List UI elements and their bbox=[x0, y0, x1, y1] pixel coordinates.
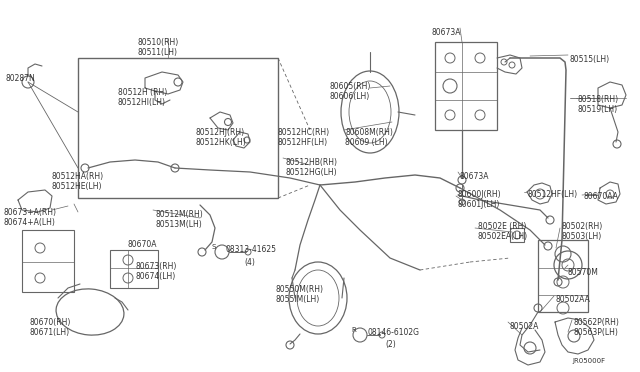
Text: 80518(RH): 80518(RH) bbox=[578, 95, 619, 104]
Text: 80512H (RH): 80512H (RH) bbox=[118, 88, 167, 97]
Text: 80562P(RH): 80562P(RH) bbox=[574, 318, 620, 327]
Text: 80601J(LH): 80601J(LH) bbox=[458, 200, 500, 209]
Text: 80563P(LH): 80563P(LH) bbox=[574, 328, 619, 337]
Text: 80512HJ(RH): 80512HJ(RH) bbox=[195, 128, 244, 137]
Text: 80512HC(RH): 80512HC(RH) bbox=[278, 128, 330, 137]
Text: S: S bbox=[212, 244, 216, 250]
Text: 80512HG(LH): 80512HG(LH) bbox=[285, 168, 337, 177]
Text: 80512HF(LH): 80512HF(LH) bbox=[528, 190, 578, 199]
Text: 80673A: 80673A bbox=[460, 172, 490, 181]
Text: R: R bbox=[351, 327, 356, 333]
Text: 80512M(RH): 80512M(RH) bbox=[155, 210, 203, 219]
Text: 80512HI(LH): 80512HI(LH) bbox=[118, 98, 166, 107]
Bar bbox=[110, 250, 158, 288]
Text: 8055IM(LH): 8055IM(LH) bbox=[275, 295, 319, 304]
Text: 80502E (RH): 80502E (RH) bbox=[478, 222, 526, 231]
Bar bbox=[22, 230, 74, 292]
Bar bbox=[538, 240, 588, 312]
Text: 80600J(RH): 80600J(RH) bbox=[458, 190, 502, 199]
Text: 80670AA: 80670AA bbox=[584, 192, 619, 201]
Text: 80608M(RH): 80608M(RH) bbox=[345, 128, 393, 137]
Bar bbox=[510, 228, 524, 242]
Text: 80513M(LH): 80513M(LH) bbox=[155, 220, 202, 229]
Text: 80673+A(RH): 80673+A(RH) bbox=[3, 208, 56, 217]
Bar bbox=[435, 42, 497, 130]
Text: 80287N: 80287N bbox=[5, 74, 35, 83]
Text: 80519(LH): 80519(LH) bbox=[578, 105, 618, 114]
Text: 80512HA(RH): 80512HA(RH) bbox=[52, 172, 104, 181]
Text: 80671(LH): 80671(LH) bbox=[30, 328, 70, 337]
Text: 08146-6102G: 08146-6102G bbox=[368, 328, 420, 337]
Text: 80502EA(LH): 80502EA(LH) bbox=[478, 232, 528, 241]
Text: 80670A: 80670A bbox=[128, 240, 157, 249]
Text: 80605(RH): 80605(RH) bbox=[330, 82, 371, 91]
Text: 80515(LH): 80515(LH) bbox=[570, 55, 610, 64]
Text: 80503(LH): 80503(LH) bbox=[562, 232, 602, 241]
Text: 80670(RH): 80670(RH) bbox=[30, 318, 72, 327]
Text: 80673(RH): 80673(RH) bbox=[136, 262, 177, 271]
Text: 80512HK(LH): 80512HK(LH) bbox=[195, 138, 246, 147]
Text: 80609 (LH): 80609 (LH) bbox=[345, 138, 388, 147]
Text: 80512HB(RH): 80512HB(RH) bbox=[285, 158, 337, 167]
Text: 08313-41625: 08313-41625 bbox=[225, 245, 276, 254]
Text: 80502(RH): 80502(RH) bbox=[562, 222, 604, 231]
Text: 80511(LH): 80511(LH) bbox=[138, 48, 178, 57]
Bar bbox=[78, 58, 278, 198]
Text: 80674(LH): 80674(LH) bbox=[136, 272, 176, 281]
Text: 80502A: 80502A bbox=[510, 322, 540, 331]
Text: 80512HF(LH): 80512HF(LH) bbox=[278, 138, 328, 147]
Text: 80673A: 80673A bbox=[432, 28, 461, 37]
Text: 80502AA: 80502AA bbox=[556, 295, 591, 304]
Text: 80606(LH): 80606(LH) bbox=[330, 92, 371, 101]
Text: 80512HE(LH): 80512HE(LH) bbox=[52, 182, 102, 191]
Text: JR05000F: JR05000F bbox=[572, 358, 605, 364]
Text: 80674+A(LH): 80674+A(LH) bbox=[3, 218, 55, 227]
Text: (4): (4) bbox=[244, 258, 255, 267]
Text: 80510(RH): 80510(RH) bbox=[138, 38, 179, 47]
Text: (2): (2) bbox=[385, 340, 396, 349]
Text: 80550M(RH): 80550M(RH) bbox=[275, 285, 323, 294]
Text: 80570M: 80570M bbox=[568, 268, 599, 277]
